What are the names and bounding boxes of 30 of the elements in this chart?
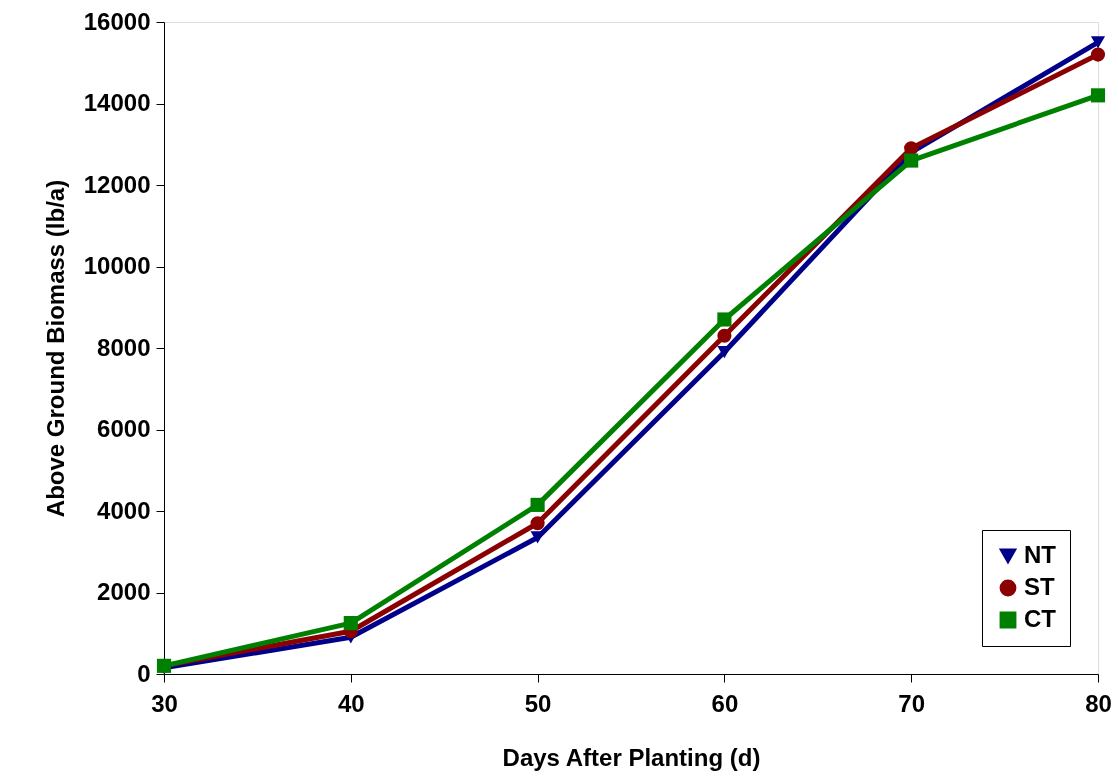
legend-label: NT — [1024, 541, 1057, 568]
legend-label: ST — [1024, 573, 1056, 600]
point — [343, 615, 358, 631]
x-tick-label: 70 — [898, 689, 926, 717]
x-tick-label: 50 — [524, 689, 552, 717]
x-tick-label: 40 — [337, 689, 365, 717]
y-axis-title: Above Ground Biomass (lb/a) — [41, 179, 69, 518]
x-tick-label: 60 — [711, 689, 739, 717]
y-tick-label: 8000 — [97, 333, 151, 361]
y-tick-label: 6000 — [97, 415, 151, 442]
y-tick-label: 12000 — [83, 170, 151, 198]
x-tick-label: 30 — [151, 689, 178, 717]
y-tick-label: 14000 — [83, 89, 151, 116]
point — [530, 497, 545, 512]
point — [1090, 36, 1106, 49]
point — [530, 516, 545, 531]
point — [1090, 47, 1106, 62]
x-tick-label: 80 — [1085, 689, 1112, 717]
legend-label: CT — [1024, 605, 1057, 632]
point — [717, 312, 732, 327]
point — [904, 153, 919, 168]
x-axis-title: Days After Planting (d) — [502, 743, 761, 771]
point — [717, 345, 732, 359]
point — [1090, 88, 1106, 103]
y-tick-label: 16000 — [83, 7, 151, 35]
y-tick-label: 2000 — [97, 578, 151, 605]
y-tick-label: 10000 — [83, 252, 151, 279]
y-tick-label: 0 — [137, 659, 151, 687]
point — [717, 328, 732, 343]
y-tick-label: 4000 — [97, 496, 151, 524]
